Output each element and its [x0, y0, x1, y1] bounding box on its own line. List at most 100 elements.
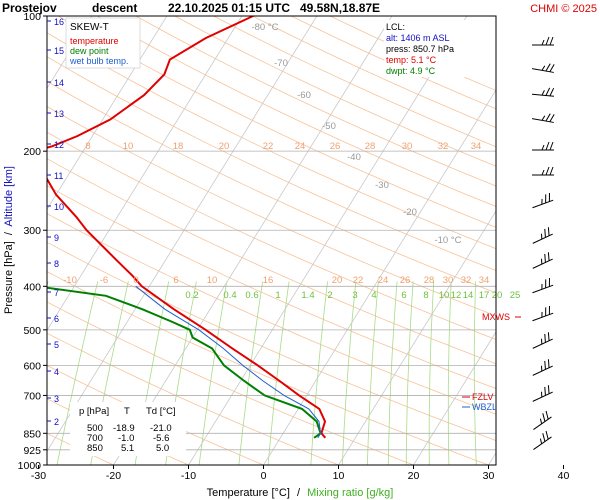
- isotherm-label: -20: [403, 207, 417, 218]
- mixing-ratio-line: [447, 281, 452, 465]
- isotherm: [263, 89, 496, 465]
- wind-barb-flag: [549, 36, 554, 46]
- wind-barb-flag: [547, 385, 550, 394]
- adiabat-label: 8: [85, 141, 90, 152]
- wind-barb-staff: [532, 338, 553, 349]
- lcl-dewpoint: dwpt: 4.9 °C: [386, 66, 436, 76]
- altitude-tick-label: 3: [54, 394, 59, 404]
- table-cell: 850: [87, 443, 103, 454]
- wind-barb-flag: [549, 141, 554, 151]
- station-coords: 49.58N,18.87E: [300, 1, 380, 15]
- dry-adiabat: [135, 16, 496, 187]
- table-header-pressure: p [hPa]: [79, 406, 109, 417]
- adiabat-label: 20: [219, 141, 230, 152]
- dry-adiabat: [47, 56, 496, 271]
- adiabat-label: 22: [353, 275, 364, 286]
- mixing-ratio-line: [310, 281, 328, 465]
- wind-barb-flag: [549, 87, 555, 97]
- lcl-altitude: alt: 1406 m ASL: [386, 33, 450, 43]
- legend-title: SKEW-T: [70, 22, 109, 33]
- wind-barb-flag: [545, 63, 551, 72]
- table-cell: -21.0: [150, 423, 172, 434]
- dry-adiabat: [47, 365, 265, 465]
- adiabat-label: 22: [263, 141, 274, 152]
- mixing-ratio-label: 20: [492, 290, 503, 301]
- plot-frame: [46, 15, 497, 466]
- y-tick-label: 100: [23, 11, 41, 23]
- adiabat-label: 28: [365, 141, 376, 152]
- adiabat-label: 24: [295, 141, 306, 152]
- table-row: 500 -18.9 -21.0: [87, 423, 172, 434]
- wind-barb: [532, 252, 553, 269]
- y-tick-label: 300: [23, 225, 41, 237]
- wind-barb: [532, 36, 554, 46]
- dry-adiabat: [174, 16, 496, 167]
- x-tick-label: -30: [31, 470, 46, 482]
- wind-barb-flag: [547, 359, 550, 368]
- table-cell: -18.9: [113, 423, 135, 434]
- adiabat-label: -6: [100, 275, 108, 286]
- x-axis-title-mixing: Mixing ratio [g/kg]: [307, 487, 393, 499]
- dry-adiabat: [96, 16, 496, 207]
- adiabat-label: 26: [400, 275, 411, 286]
- data-table: p [hPa] T Td [°C] 500 -18.9 -21.0 700 -1…: [70, 402, 186, 456]
- station-name: Prostejov: [2, 1, 57, 15]
- wind-barb-flag: [545, 279, 547, 288]
- wind-barbs: [531, 36, 555, 450]
- wind-barb: [532, 166, 554, 176]
- adiabat-label: 6: [173, 275, 178, 286]
- dry-adiabat: [47, 301, 415, 465]
- table-cell: -5.6: [153, 433, 169, 444]
- wind-barb-flag: [545, 141, 550, 151]
- isotherm-label: -60: [297, 90, 311, 101]
- sounding-datetime: 22.10.2025 01:15 UTC: [168, 1, 290, 15]
- wind-barb-flag: [542, 413, 546, 422]
- x-axis-title-temperature: Temperature [°C]: [207, 487, 290, 499]
- wind-barb: [532, 227, 553, 244]
- table-cell: 700: [87, 433, 103, 444]
- adiabat-label: 28: [424, 275, 435, 286]
- y-tick-label: 500: [23, 325, 41, 337]
- x-axis-title: Temperature [°C] / Mixing ratio [g/kg]: [207, 487, 394, 499]
- x-tick-label: 10: [333, 470, 345, 482]
- mixing-ratio-label: 6: [401, 290, 406, 301]
- isotherm: [113, 16, 393, 465]
- wind-barb-flag: [544, 253, 546, 263]
- adiabat-label: 0: [133, 275, 138, 286]
- isotherm: [413, 331, 496, 465]
- wind-barb: [532, 385, 553, 402]
- isotherm: [47, 16, 243, 332]
- wind-barb-staff: [532, 312, 554, 322]
- wind-barb: [532, 359, 553, 376]
- table-row: 700 -1.0 -5.6: [87, 433, 169, 444]
- wind-barb-flag: [541, 311, 543, 318]
- x-axis-title-separator: /: [297, 487, 301, 499]
- x-tick-label: 30: [483, 470, 495, 482]
- altitude-tick-label: 13: [54, 109, 64, 119]
- mxws-label: MXWS: [482, 312, 510, 322]
- adiabat-label: 30: [402, 141, 413, 152]
- altitude-tick-label: 6: [54, 314, 59, 324]
- dry-adiabat: [47, 432, 115, 465]
- y-axis-title-altitude: Altitude [km]: [3, 166, 15, 227]
- isotherm: [488, 452, 496, 465]
- altitude-tick-label: 14: [54, 78, 64, 88]
- isotherm: [338, 210, 496, 465]
- wind-barb: [532, 306, 554, 322]
- mixing-ratio-label: 2: [327, 290, 332, 301]
- dry-adiabat: [47, 185, 496, 390]
- mixing-ratio-line: [428, 281, 435, 465]
- mixing-ratio-label: 25: [510, 290, 521, 301]
- altitude-tick-label: 8: [54, 259, 59, 269]
- wind-barb-staff: [532, 391, 553, 402]
- table-header-dewpoint: Td [°C]: [146, 406, 176, 417]
- isotherms: [47, 16, 496, 465]
- wind-barb-flag: [541, 198, 543, 205]
- wind-barb-flag: [545, 36, 550, 46]
- wind-barb: [531, 87, 555, 97]
- isotherm: [47, 16, 168, 211]
- adiabat-label: 10: [207, 275, 218, 286]
- wind-barb-flag: [541, 115, 546, 121]
- legend-item-dew-point: dew point: [70, 46, 109, 56]
